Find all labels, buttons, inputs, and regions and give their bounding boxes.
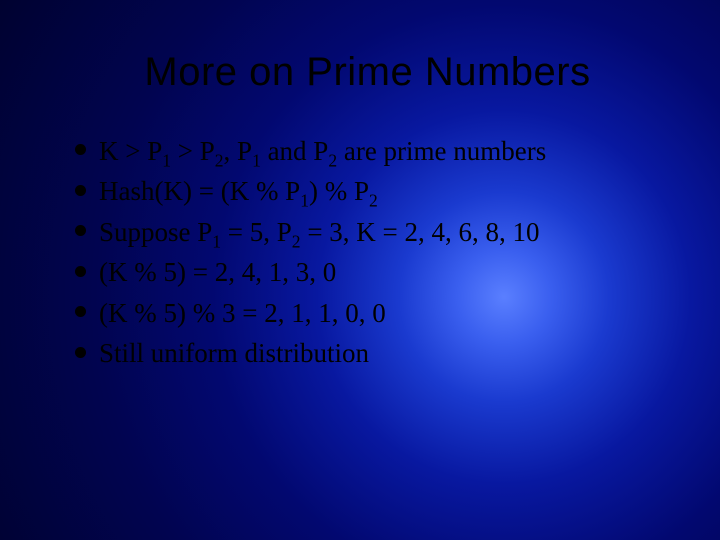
bullet-item: Hash(K) = (K % P1) % P2 <box>75 173 660 209</box>
subscript: 2 <box>328 150 337 170</box>
bullet-item: Still uniform distribution <box>75 335 660 371</box>
bullet-item: (K % 5) = 2, 4, 1, 3, 0 <box>75 254 660 290</box>
bullet-item: Suppose P1 = 5, P2 = 3, K = 2, 4, 6, 8, … <box>75 214 660 250</box>
bullet-list: K > P1 > P2, P1 and P2 are prime numbers… <box>75 133 660 372</box>
subscript: 2 <box>369 191 378 211</box>
subscript: 1 <box>300 191 309 211</box>
slide-title: More on Prime Numbers <box>75 50 660 95</box>
slide: More on Prime Numbers K > P1 > P2, P1 an… <box>0 0 720 540</box>
bullet-item: (K % 5) % 3 = 2, 1, 1, 0, 0 <box>75 295 660 331</box>
subscript: 2 <box>292 231 301 251</box>
subscript: 2 <box>215 150 224 170</box>
subscript: 1 <box>252 150 261 170</box>
subscript: 1 <box>162 150 171 170</box>
bullet-item: K > P1 > P2, P1 and P2 are prime numbers <box>75 133 660 169</box>
subscript: 1 <box>212 231 221 251</box>
